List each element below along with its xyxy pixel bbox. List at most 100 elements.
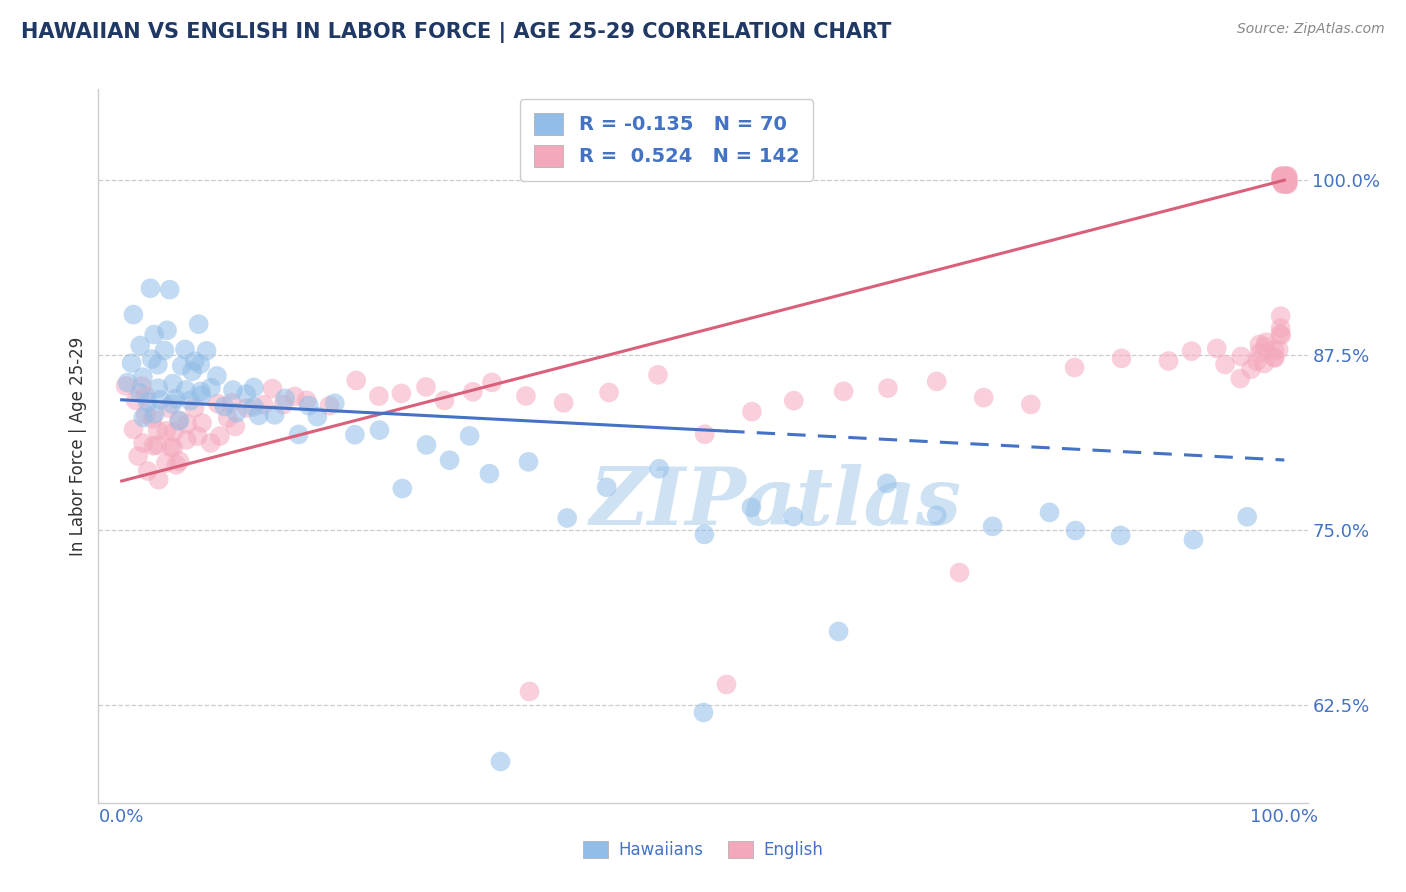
Point bbox=[1277, 176, 1299, 190]
Point bbox=[1249, 346, 1271, 360]
Point bbox=[1275, 175, 1298, 189]
Point bbox=[1064, 523, 1087, 537]
Point bbox=[647, 368, 669, 382]
Point bbox=[827, 624, 849, 639]
Point bbox=[190, 388, 212, 402]
Point bbox=[1254, 335, 1277, 350]
Point bbox=[1275, 171, 1298, 186]
Point bbox=[318, 399, 340, 413]
Point bbox=[461, 384, 484, 399]
Point bbox=[146, 424, 169, 438]
Point bbox=[1274, 175, 1296, 189]
Point bbox=[174, 343, 197, 357]
Point bbox=[1272, 173, 1295, 187]
Point bbox=[163, 425, 186, 440]
Point bbox=[1275, 171, 1298, 186]
Point bbox=[1205, 342, 1227, 356]
Point bbox=[344, 373, 367, 387]
Point bbox=[298, 399, 321, 413]
Point bbox=[1274, 176, 1296, 190]
Point bbox=[1270, 173, 1292, 187]
Point bbox=[1274, 175, 1296, 189]
Point bbox=[1274, 177, 1296, 191]
Point bbox=[200, 381, 222, 395]
Point bbox=[165, 392, 187, 406]
Point bbox=[1263, 350, 1285, 364]
Point bbox=[1253, 357, 1275, 371]
Point bbox=[415, 438, 437, 452]
Point bbox=[214, 400, 236, 414]
Point bbox=[1271, 173, 1294, 187]
Point bbox=[1275, 174, 1298, 188]
Point bbox=[136, 395, 159, 409]
Point bbox=[1063, 360, 1085, 375]
Point bbox=[179, 393, 201, 408]
Point bbox=[183, 401, 205, 415]
Point bbox=[274, 392, 297, 406]
Point bbox=[142, 439, 165, 453]
Point bbox=[243, 380, 266, 394]
Point bbox=[1272, 177, 1295, 191]
Point bbox=[162, 441, 184, 455]
Point bbox=[925, 508, 948, 523]
Point bbox=[162, 376, 184, 391]
Point bbox=[148, 473, 170, 487]
Point bbox=[1271, 169, 1294, 184]
Point bbox=[169, 414, 191, 428]
Point bbox=[1111, 351, 1133, 366]
Point bbox=[176, 417, 198, 431]
Point bbox=[208, 429, 231, 443]
Point bbox=[1277, 171, 1299, 186]
Point bbox=[1271, 177, 1294, 191]
Point bbox=[236, 401, 259, 415]
Point bbox=[307, 409, 329, 424]
Point bbox=[134, 388, 156, 402]
Point bbox=[1274, 171, 1296, 186]
Point bbox=[205, 368, 228, 383]
Point bbox=[1274, 171, 1296, 186]
Point bbox=[555, 511, 578, 525]
Point bbox=[648, 462, 671, 476]
Point bbox=[1272, 170, 1295, 185]
Point bbox=[1271, 177, 1294, 191]
Point bbox=[1213, 358, 1236, 372]
Point bbox=[439, 453, 461, 467]
Point bbox=[136, 464, 159, 478]
Point bbox=[1271, 173, 1294, 187]
Point bbox=[1275, 169, 1298, 184]
Point bbox=[235, 387, 257, 401]
Point bbox=[127, 449, 149, 463]
Point bbox=[174, 383, 197, 397]
Point bbox=[284, 389, 307, 403]
Point bbox=[169, 454, 191, 468]
Point bbox=[595, 480, 617, 494]
Point bbox=[143, 407, 166, 421]
Point bbox=[782, 509, 804, 524]
Point bbox=[948, 565, 970, 579]
Point bbox=[598, 385, 620, 400]
Point bbox=[1229, 371, 1251, 385]
Point bbox=[1038, 505, 1060, 519]
Point bbox=[141, 412, 163, 426]
Point bbox=[1277, 173, 1299, 187]
Point bbox=[225, 406, 247, 420]
Point bbox=[415, 380, 437, 394]
Point bbox=[1274, 172, 1296, 186]
Point bbox=[343, 427, 366, 442]
Point bbox=[517, 684, 540, 698]
Point bbox=[1272, 172, 1295, 186]
Point bbox=[478, 467, 501, 481]
Point bbox=[693, 427, 716, 442]
Legend: Hawaiians, English: Hawaiians, English bbox=[576, 834, 830, 866]
Point bbox=[515, 389, 537, 403]
Point bbox=[323, 396, 346, 410]
Point bbox=[1274, 175, 1296, 189]
Point bbox=[1267, 343, 1289, 357]
Point bbox=[263, 408, 285, 422]
Point bbox=[155, 456, 177, 470]
Point bbox=[132, 410, 155, 425]
Point bbox=[132, 370, 155, 384]
Point bbox=[217, 411, 239, 425]
Point bbox=[1272, 174, 1295, 188]
Point bbox=[876, 476, 898, 491]
